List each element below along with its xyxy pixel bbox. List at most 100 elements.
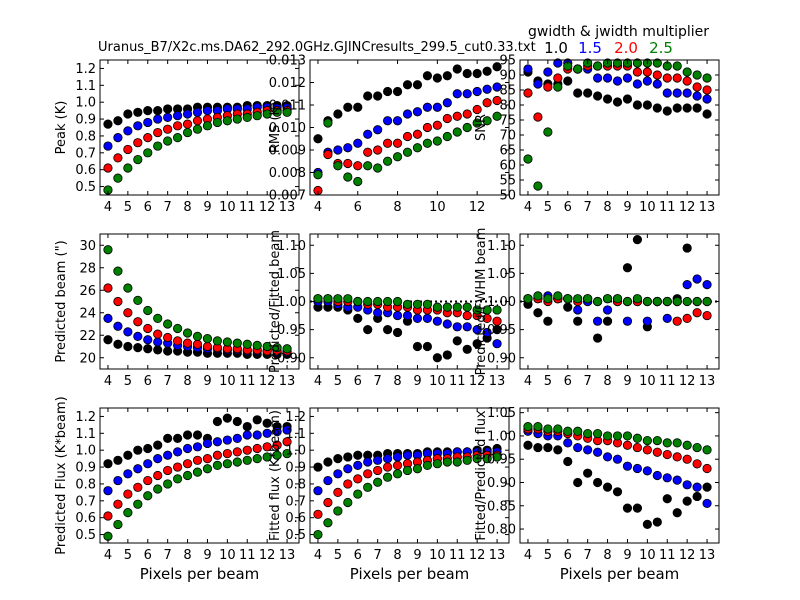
data-point: [553, 291, 563, 301]
panel-6: 4 5 6 7 8 9 10 11 12 130.900.951.001.051.10Predic…: [474, 228, 720, 389]
data-point: [452, 302, 462, 312]
plot-frame: [99, 59, 300, 196]
data-point: [252, 415, 262, 425]
data-point: [363, 469, 373, 479]
data-point: [212, 416, 223, 427]
data-point: [192, 467, 203, 477]
data-point: [533, 442, 543, 453]
y-tick-label: 0.7: [285, 494, 306, 509]
y-tick-label: 1.0: [75, 96, 96, 111]
data-point: [602, 73, 613, 83]
data-point: [692, 82, 702, 92]
data-point: [232, 433, 242, 443]
data-point: [692, 442, 702, 453]
data-point: [573, 316, 583, 326]
y-tick-label: 1.2: [75, 62, 96, 77]
data-point: [202, 106, 213, 116]
data-point: [462, 310, 472, 321]
x-tick-label: 13: [699, 200, 716, 215]
panel-8: 4 5 6 7 8 9 10 11 12 130.50.60.70.80.91.01.11.2Fi…: [268, 407, 510, 583]
data-point: [612, 431, 623, 441]
data-point: [392, 327, 403, 338]
data-point: [612, 294, 623, 304]
x-tick-label: 6: [144, 548, 152, 563]
data-point: [103, 459, 113, 469]
y-tick-label: 0.7: [75, 146, 96, 161]
data-point: [593, 447, 603, 457]
data-point: [672, 103, 682, 113]
data-point: [422, 138, 433, 148]
data-point: [682, 496, 692, 506]
data-point: [662, 106, 672, 116]
data-point: [333, 487, 343, 497]
x-tick-label: 8: [393, 548, 401, 563]
data-point: [192, 107, 203, 117]
data-point: [642, 445, 652, 455]
data-point: [402, 450, 413, 460]
data-point: [622, 440, 633, 450]
plot-frame: [519, 407, 720, 544]
data-point: [563, 294, 573, 304]
x-tick-label: 10: [429, 200, 446, 215]
legend: gwidth & jwidth multiplier 1.0 1.5 2.0 2.5: [528, 24, 709, 57]
x-tick-label: 7: [374, 548, 382, 563]
x-tick-label: 13: [279, 374, 296, 389]
data-point: [462, 122, 472, 133]
panel-7: 4 5 6 7 8 9 10 11 12 13 0.5 0.6 0.7 0.80.9 1.0 1.1 1.2 Pr…: [54, 396, 300, 583]
data-point: [422, 299, 433, 309]
data-point: [412, 129, 423, 139]
data-point: [103, 163, 113, 173]
data-point: [553, 73, 563, 83]
data-point: [662, 296, 672, 307]
data-point: [262, 418, 272, 428]
data-point: [482, 116, 492, 126]
data-point: [412, 313, 423, 323]
data-point: [392, 310, 403, 321]
data-point: [272, 343, 282, 353]
data-point: [612, 58, 623, 68]
data-point: [412, 143, 423, 153]
y-axis-label: Predicted Flux (K*beam): [54, 396, 69, 554]
data-point: [682, 480, 692, 490]
data-point: [632, 67, 643, 77]
data-point: [373, 455, 383, 465]
data-point: [373, 163, 383, 173]
data-point: [472, 86, 482, 97]
data-point: [563, 302, 573, 312]
x-tick-label: 8: [183, 374, 191, 389]
data-point: [383, 472, 393, 482]
x-tick-label: 11: [239, 200, 256, 215]
data-point: [363, 129, 373, 139]
data-point: [412, 464, 423, 474]
data-point: [143, 117, 153, 128]
data-point: [533, 291, 543, 301]
y-tick-label: 0.8: [75, 477, 96, 492]
data-point: [173, 447, 183, 457]
data-point: [192, 116, 203, 126]
y-tick-label: 28: [79, 261, 96, 276]
data-point: [602, 452, 613, 462]
x-tick-label: 10: [219, 200, 236, 215]
data-point: [202, 334, 213, 344]
y-tick-label: 0.010: [269, 121, 306, 136]
data-point: [363, 161, 373, 171]
data-point: [163, 319, 173, 329]
x-tick-label: 10: [219, 548, 236, 563]
data-point: [692, 70, 702, 80]
data-point: [353, 474, 363, 484]
data-point: [553, 58, 563, 68]
data-point: [412, 107, 423, 117]
data-point: [442, 98, 452, 108]
x-tick-label: 13: [279, 548, 296, 563]
data-point: [642, 76, 652, 86]
panel-2: 4 6 8 10 12 0.007 0.008 0.009 0.010 0.011 0.012 0.0…: [268, 54, 510, 215]
data-point: [153, 329, 163, 339]
data-point: [452, 457, 462, 467]
data-point: [432, 459, 442, 469]
legend-item-2-0: 2.0: [614, 39, 638, 57]
x-tick-label: 7: [164, 548, 172, 563]
series-2-5: [313, 111, 502, 187]
data-point: [422, 313, 433, 323]
data-point: [563, 438, 573, 448]
x-tick-label: 12: [679, 200, 696, 215]
